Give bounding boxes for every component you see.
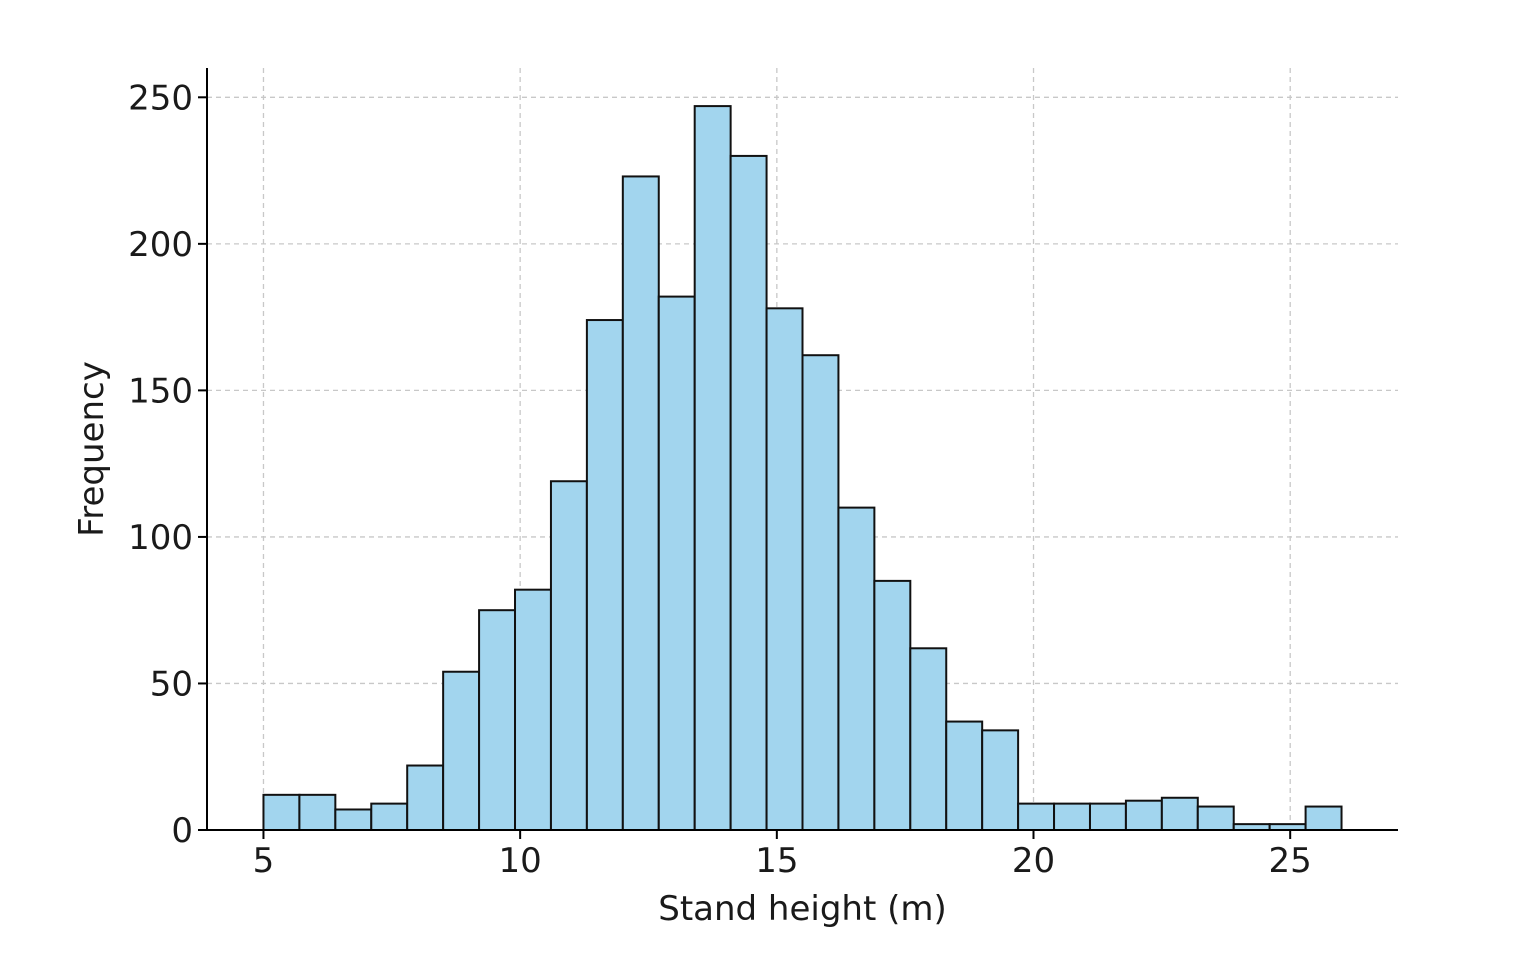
histogram-bar	[1124, 799, 1163, 832]
histogram-bar	[981, 729, 1020, 831]
histogram-bar	[334, 808, 373, 832]
histogram-bar	[729, 154, 768, 831]
histogram-bar	[621, 175, 660, 831]
histogram-bar	[873, 579, 912, 832]
x-tick-label: 25	[1269, 841, 1312, 881]
y-tick-label: 200	[128, 225, 193, 265]
x-axis-title: Stand height (m)	[658, 889, 947, 929]
histogram-bar	[370, 802, 409, 831]
histogram-bar	[262, 793, 301, 831]
histogram-bar	[657, 295, 696, 832]
histogram-bar	[585, 319, 624, 831]
y-tick-label: 250	[128, 78, 193, 118]
histogram-bar	[406, 764, 445, 831]
x-tick-label: 10	[499, 841, 542, 881]
y-tick-label: 0	[171, 811, 193, 851]
histogram-bar	[1088, 802, 1127, 831]
x-tick-label: 20	[1012, 841, 1055, 881]
histogram-bar	[837, 506, 876, 831]
histogram-bar	[945, 720, 984, 831]
histogram-bar	[1160, 796, 1199, 831]
histogram-bar	[765, 307, 804, 832]
histogram-bar	[1017, 802, 1056, 831]
y-tick-label: 100	[128, 518, 193, 558]
y-tick-label: 150	[128, 371, 193, 411]
histogram-bars	[262, 105, 1343, 832]
histogram-bar	[478, 609, 517, 832]
histogram-bar	[298, 793, 337, 831]
histogram-bar	[1304, 805, 1343, 831]
histogram-bar	[549, 480, 588, 831]
y-axis-title: Frequency	[72, 361, 112, 537]
histogram-bar	[1196, 805, 1235, 831]
x-tick-label: 15	[755, 841, 798, 881]
histogram-bar	[693, 105, 732, 832]
histogram-bar	[909, 647, 948, 831]
x-tick-label: 5	[253, 841, 275, 881]
axes	[206, 68, 1398, 831]
histogram-bar	[1053, 802, 1091, 831]
y-tick-label: 50	[150, 664, 193, 704]
histogram-bar	[442, 670, 481, 831]
histogram-bar	[514, 588, 552, 832]
histogram-bar	[801, 354, 840, 831]
